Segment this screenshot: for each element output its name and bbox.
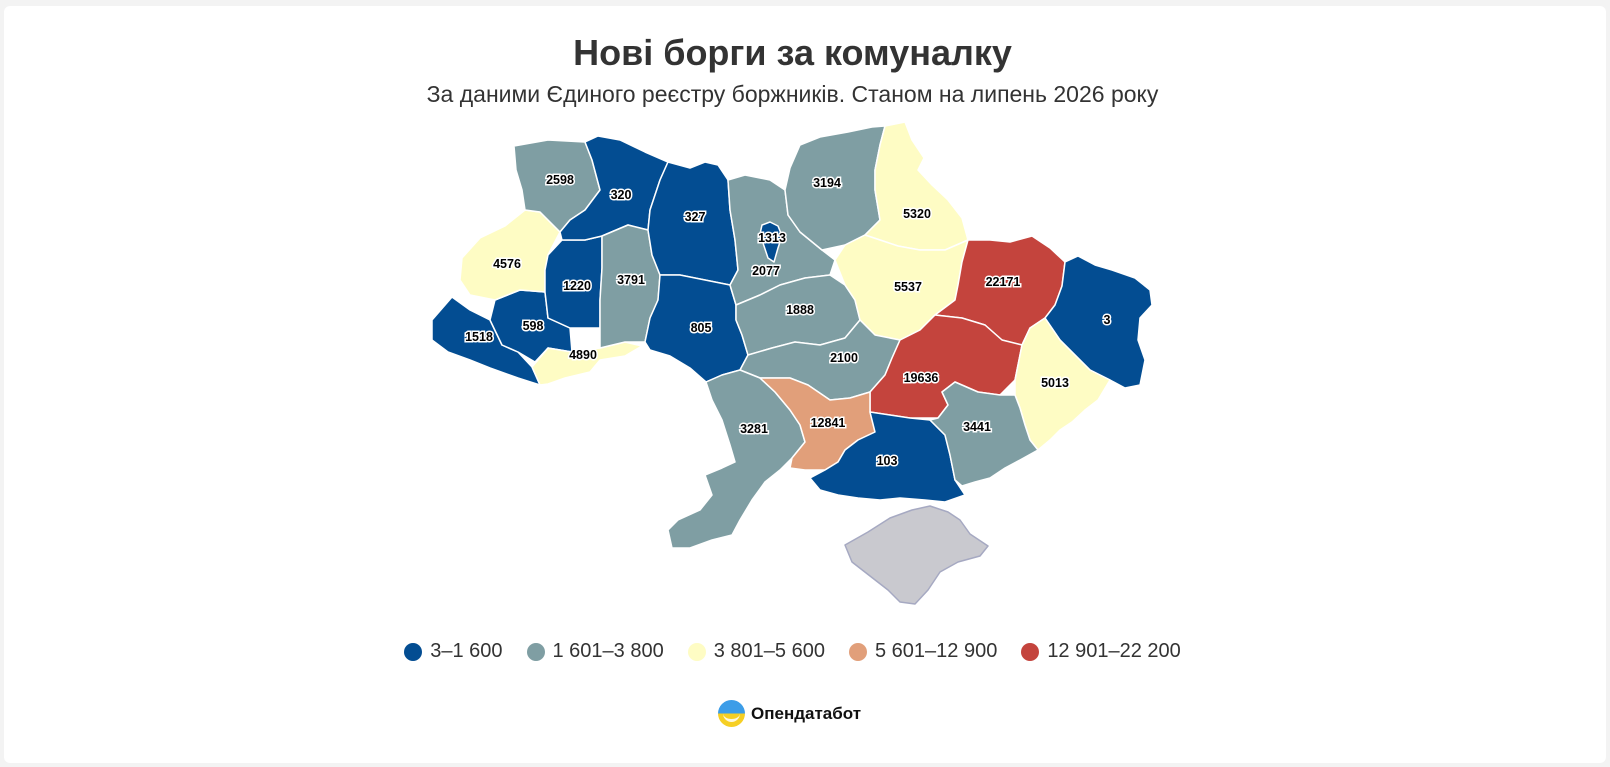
- region-value-kherson: 103: [877, 454, 898, 468]
- legend-label: 3–1 600: [430, 640, 503, 662]
- region-value-chernihiv: 3194: [813, 176, 841, 190]
- legend-swatch: [404, 642, 423, 661]
- region-value-ivano-frankivsk: 598: [523, 319, 544, 333]
- page-title: Нові борги за комуналку: [573, 32, 1012, 73]
- region-value-khmelnytskyi: 3791: [617, 273, 645, 287]
- legend-item: 3 801–5 600: [687, 640, 825, 663]
- region-value-poltava: 5537: [894, 280, 922, 294]
- region-value-kirovohrad: 2100: [830, 351, 858, 365]
- legend-label: 1 601–3 800: [552, 640, 664, 662]
- region-value-ternopil: 1220: [563, 279, 591, 293]
- legend-swatch: [526, 642, 545, 661]
- legend-label: 5 601–12 900: [874, 640, 998, 662]
- legend-item: 12 901–22 200: [1021, 640, 1181, 663]
- region-value-luhansk: 3: [1104, 313, 1111, 327]
- region-value-kyiv-oblast: 2077: [752, 264, 780, 278]
- region-value-vinnytsia: 805: [691, 321, 712, 335]
- region-value-chernivtsi: 4890: [569, 348, 597, 362]
- region-value-kharkiv: 22171: [986, 275, 1021, 289]
- legend-label: 3 801–5 600: [713, 640, 825, 662]
- region-labels: 2598 320 327 2077 1313 3194 5320 4576 1220 3791 80…: [464, 172, 1112, 470]
- legend-item: 1 601–3 800: [526, 640, 664, 663]
- legend-label: 12 901–22 200: [1047, 640, 1181, 662]
- region-value-volyn: 2598: [546, 173, 574, 187]
- region-value-zhytomyr: 327: [685, 210, 706, 224]
- region-value-odesa: 3281: [740, 422, 768, 436]
- legend-item: 3–1 600: [404, 640, 503, 663]
- region-value-rivne: 320: [611, 188, 632, 202]
- brand-name: Опендатабот: [751, 703, 862, 723]
- region-value-lviv: 4576: [493, 257, 521, 271]
- region-value-zaporizhzhia: 3441: [963, 420, 991, 434]
- region-sumy: [864, 121, 969, 251]
- region-zaporizhzhia: [929, 381, 1039, 487]
- region-value-dnipropetrovsk: 19636: [904, 371, 939, 385]
- legend: 3–1 600 1 601–3 800 3 801–5 600 5 601–12…: [0, 640, 1585, 663]
- brand: Опендатабот: [718, 700, 861, 727]
- legend-swatch: [1021, 642, 1040, 661]
- region-crimea: [844, 505, 989, 605]
- region-value-cherkasy: 1888: [786, 303, 814, 317]
- legend-item: 5 601–12 900: [848, 640, 998, 663]
- legend-swatch: [848, 642, 867, 661]
- region-value-sumy: 5320: [903, 207, 931, 221]
- region-chernivtsi: [531, 341, 643, 386]
- page-subtitle: За даними Єдиного реєстру боржників. Ста…: [426, 81, 1159, 107]
- region-value-zakarpattia: 1518: [465, 330, 493, 344]
- region-kyiv-city: [759, 221, 783, 263]
- region-value-donetsk: 5013: [1041, 376, 1069, 390]
- region-value-kyiv-city: 1313: [758, 231, 786, 245]
- region-value-mykolaiv: 12841: [811, 416, 846, 430]
- legend-swatch: [687, 642, 706, 661]
- opendatabot-logo-icon: [718, 700, 745, 727]
